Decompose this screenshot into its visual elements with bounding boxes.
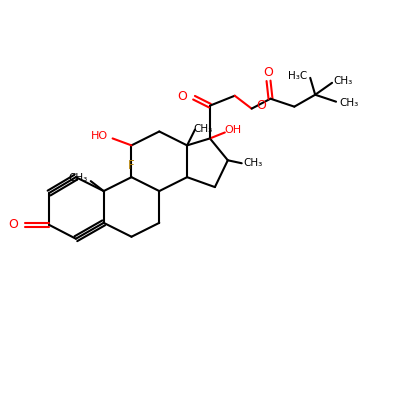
Text: CH₃: CH₃ (339, 98, 358, 108)
Text: H₃C: H₃C (288, 71, 307, 81)
Text: CH₃: CH₃ (193, 124, 212, 134)
Text: O: O (8, 218, 18, 231)
Text: OH: OH (225, 126, 242, 136)
Text: CH₃: CH₃ (68, 173, 88, 183)
Text: CH₃: CH₃ (333, 76, 352, 86)
Text: O: O (264, 66, 274, 79)
Text: HO: HO (90, 132, 108, 142)
Text: O: O (177, 90, 187, 103)
Text: F: F (128, 159, 135, 172)
Text: O: O (257, 99, 266, 112)
Text: CH₃: CH₃ (244, 158, 263, 168)
